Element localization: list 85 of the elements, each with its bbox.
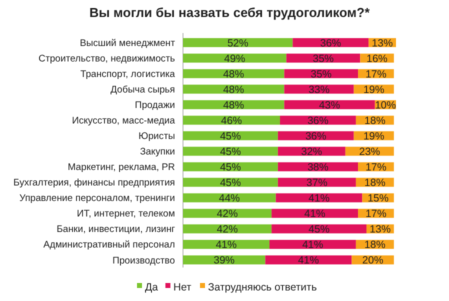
y-tick-label: Продажи <box>134 100 175 112</box>
data-label: 41% <box>304 208 326 220</box>
data-label: 45% <box>220 146 241 158</box>
y-tick-label: Управление персоналом, тренинги <box>19 193 175 204</box>
data-label: 45% <box>220 176 241 189</box>
data-label: 36% <box>307 114 328 127</box>
data-label: 20% <box>362 254 384 267</box>
data-label: 45% <box>308 224 330 236</box>
legend-label: Затрудняюсь ответить <box>208 282 318 294</box>
y-tick-label: Маркетинг, реклама, PR <box>68 162 176 174</box>
bar <box>272 224 366 234</box>
bar <box>183 131 278 140</box>
bar <box>269 240 356 249</box>
bar <box>183 224 272 234</box>
data-label: 13% <box>372 37 393 50</box>
data-label: 23% <box>359 146 380 158</box>
bar <box>265 255 352 264</box>
bar <box>183 193 276 202</box>
y-tick-label: ИТ, интернет, телеком <box>76 208 175 220</box>
data-label: 35% <box>310 68 332 80</box>
y-tick-label: Производство <box>112 255 175 266</box>
y-tick-label: Бухгалтерия, финансы предприятия <box>13 178 175 189</box>
data-label: 39% <box>214 254 235 267</box>
data-label: 13% <box>370 224 391 236</box>
data-label: 32% <box>301 146 322 158</box>
data-label: 48% <box>223 99 244 112</box>
data-label: 17% <box>365 208 386 220</box>
data-label: 41% <box>298 254 319 267</box>
data-label: 17% <box>365 68 386 80</box>
bar <box>183 84 284 94</box>
data-label: 41% <box>216 239 237 252</box>
y-tick-label: Банки, инвестиции, лизинг <box>56 224 176 236</box>
data-label: 44% <box>218 192 240 204</box>
data-label: 36% <box>320 37 342 50</box>
data-label: 42% <box>216 224 238 236</box>
bar <box>284 100 375 110</box>
data-label: 18% <box>364 239 386 252</box>
bar <box>183 178 278 187</box>
data-label: 41% <box>308 192 330 204</box>
legend-label: Да <box>145 282 158 294</box>
y-tick-label: Строительство, недвижимость <box>38 53 175 64</box>
chart-title: Вы могли бы назвать себя трудоголиком?* <box>89 5 371 20</box>
bar <box>183 146 278 156</box>
data-label: 33% <box>308 84 330 96</box>
bar <box>183 240 270 249</box>
data-label: 38% <box>307 161 328 174</box>
data-label: 52% <box>227 37 248 50</box>
data-label: 46% <box>220 114 242 127</box>
y-tick-label: Административный персонал <box>43 240 175 251</box>
data-label: 16% <box>366 52 388 65</box>
data-label: 48% <box>223 68 244 80</box>
bar <box>183 69 284 78</box>
y-tick-label: Юристы <box>138 131 176 142</box>
data-label: 48% <box>223 84 244 96</box>
data-label: 35% <box>312 52 334 65</box>
bar <box>276 193 362 202</box>
data-label: 42% <box>216 208 238 220</box>
bar <box>272 208 358 218</box>
y-tick-label: Высший менеджмент <box>80 38 176 49</box>
bar <box>183 208 272 218</box>
data-label: 45% <box>220 130 241 142</box>
data-label: 37% <box>306 176 328 189</box>
y-tick-label: Закупки <box>140 146 175 158</box>
bar <box>183 54 286 63</box>
data-label: 19% <box>363 84 384 96</box>
data-label: 45% <box>220 161 241 174</box>
legend-label: Нет <box>173 282 192 294</box>
data-label: 19% <box>363 130 384 142</box>
data-label: 41% <box>302 239 324 252</box>
data-label: 18% <box>364 176 386 189</box>
data-label: 15% <box>368 192 389 204</box>
bar <box>183 116 280 125</box>
data-label: 43% <box>319 99 340 112</box>
bar <box>183 38 293 48</box>
bar <box>183 100 284 110</box>
data-label: 49% <box>224 52 246 65</box>
data-label: 17% <box>365 161 386 174</box>
data-label: 36% <box>305 130 326 142</box>
y-tick-label: Искусство, масс-медиа <box>72 116 176 127</box>
y-tick-label: Добыча сырья <box>110 84 175 96</box>
data-label: 18% <box>364 114 386 127</box>
y-tick-label: Транспорт, логистика <box>80 69 176 80</box>
data-label: 10% <box>374 99 396 112</box>
bar <box>278 146 346 156</box>
bar <box>183 162 278 172</box>
